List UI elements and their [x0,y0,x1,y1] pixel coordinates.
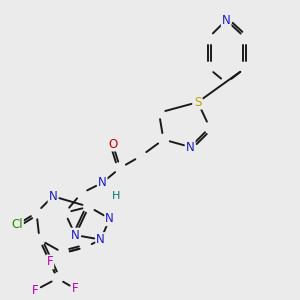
Text: N: N [96,233,105,246]
Text: F: F [47,256,53,268]
Text: N: N [105,212,114,225]
Text: F: F [72,282,79,296]
Text: Cl: Cl [11,218,23,231]
Text: S: S [194,96,202,109]
Text: N: N [222,14,230,27]
Text: N: N [49,190,57,203]
Text: H: H [112,191,120,201]
Text: N: N [186,140,195,154]
Text: N: N [98,176,106,189]
Text: N: N [71,229,80,242]
Text: O: O [108,137,117,151]
Text: F: F [32,284,38,297]
